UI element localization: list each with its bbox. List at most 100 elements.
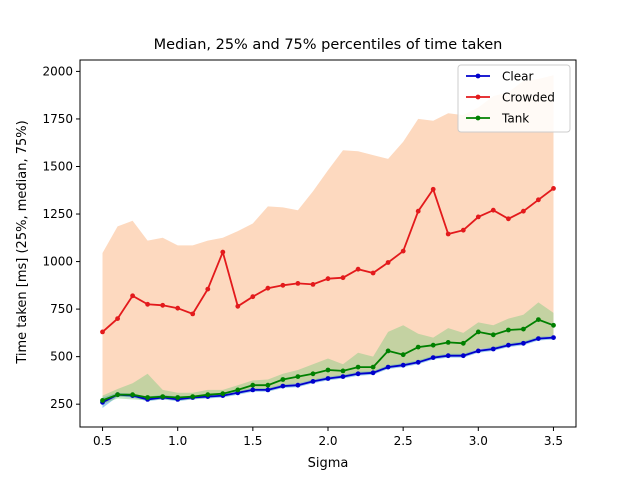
clear-point xyxy=(385,364,391,370)
crowded-point xyxy=(506,216,511,222)
tank-point xyxy=(175,395,181,400)
tank-point xyxy=(521,326,526,332)
crowded-point xyxy=(325,276,331,282)
crowded-point xyxy=(415,208,421,214)
clear-point xyxy=(551,335,556,340)
crowded-point xyxy=(310,282,316,287)
clear-point xyxy=(490,346,496,352)
y-tick-label: 1000 xyxy=(42,255,73,269)
legend: Clear Crowded Tank xyxy=(457,64,571,133)
tank-percentile-band xyxy=(102,302,554,405)
tank-point xyxy=(400,352,406,358)
legend-marker-tank xyxy=(475,115,481,121)
tank-point xyxy=(160,394,166,399)
x-tick-label: 2.0 xyxy=(318,434,337,448)
x-tick-label: 0.5 xyxy=(93,434,112,448)
legend-label-crowded: Crowded xyxy=(502,91,555,105)
legend-label-tank: Tank xyxy=(501,112,529,126)
tank-point xyxy=(310,371,316,377)
x-tick-label: 3.0 xyxy=(469,434,488,448)
y-tick-label: 750 xyxy=(50,302,73,316)
tank-point xyxy=(115,392,120,398)
legend-marker-crowded xyxy=(475,94,481,100)
clear-point xyxy=(430,355,436,360)
y-axis-label: Time taken [ms] (25%, median, 75%) xyxy=(15,120,30,364)
crowded-point xyxy=(551,186,556,191)
tank-point xyxy=(280,377,286,382)
clear-point xyxy=(355,371,361,377)
crowded-point xyxy=(280,282,286,288)
crowded-point xyxy=(235,303,241,309)
tank-point xyxy=(145,395,151,400)
y-tick-label: 2000 xyxy=(42,64,73,78)
crowded-point xyxy=(340,275,346,281)
clear-point xyxy=(445,353,451,359)
tank-point xyxy=(460,340,466,346)
tank-point xyxy=(220,391,226,397)
crowded-percentile-band xyxy=(102,75,554,405)
tank-point xyxy=(430,342,436,348)
clear-point xyxy=(325,376,331,381)
tank-point xyxy=(475,329,481,335)
crowded-point xyxy=(400,248,406,254)
crowded-point xyxy=(130,293,136,299)
tank-point xyxy=(415,344,421,350)
tank-point xyxy=(490,332,496,338)
tank-point xyxy=(235,387,241,393)
crowded-point xyxy=(295,281,301,286)
crowded-point xyxy=(475,214,481,220)
crowded-point xyxy=(175,305,181,311)
axes-layer: 0.5 1.0 1.5 2.0 2.5 3.0 3.5 250 500 750 1000 1250 15… xyxy=(42,59,577,448)
clear-point xyxy=(265,387,271,393)
tank-point xyxy=(355,364,361,370)
tank-point xyxy=(551,322,556,328)
y-tick-label: 1500 xyxy=(42,159,73,173)
x-tick-label: 1.0 xyxy=(168,434,187,448)
chart-title: Median, 25% and 75% percentiles of time … xyxy=(154,37,503,53)
clear-point xyxy=(310,379,316,384)
crowded-point xyxy=(355,266,361,272)
tank-point xyxy=(100,398,105,403)
crowded-point xyxy=(145,301,151,307)
x-tick-label: 2.5 xyxy=(394,434,413,448)
crowded-point xyxy=(430,186,436,192)
y-tick-label: 1750 xyxy=(42,112,73,126)
tank-point xyxy=(250,382,256,388)
clear-point xyxy=(460,353,466,359)
clear-point xyxy=(250,387,256,393)
tank-point xyxy=(536,317,541,322)
clear-point xyxy=(475,348,481,354)
crowded-point xyxy=(536,197,541,203)
tank-point xyxy=(190,394,196,399)
tank-point xyxy=(506,327,511,333)
crowded-point xyxy=(521,208,526,214)
crowded-point xyxy=(385,260,391,265)
clear-point xyxy=(295,382,301,388)
y-tick-label: 1250 xyxy=(42,207,73,221)
tank-point xyxy=(265,382,271,388)
crowded-point xyxy=(205,286,211,292)
y-tick-label: 250 xyxy=(50,397,73,411)
tank-point xyxy=(385,348,391,354)
crowded-point xyxy=(445,231,451,237)
tank-point xyxy=(325,367,331,373)
crowded-point xyxy=(100,329,105,335)
tank-point xyxy=(295,374,301,379)
lines-layer xyxy=(100,186,556,405)
crowded-point xyxy=(370,270,376,276)
crowded-point xyxy=(250,294,256,300)
crowded-point xyxy=(160,302,166,308)
clear-point xyxy=(536,336,541,341)
x-tick-label: 1.5 xyxy=(243,434,262,448)
crowded-point xyxy=(220,249,226,255)
crowded-point xyxy=(460,227,466,233)
clear-point xyxy=(370,370,376,376)
tank-point xyxy=(370,364,376,370)
crowded-point xyxy=(490,207,496,213)
tank-point xyxy=(130,392,136,398)
tank-point xyxy=(445,340,451,345)
clear-point xyxy=(400,362,406,368)
clear-point xyxy=(521,340,526,346)
